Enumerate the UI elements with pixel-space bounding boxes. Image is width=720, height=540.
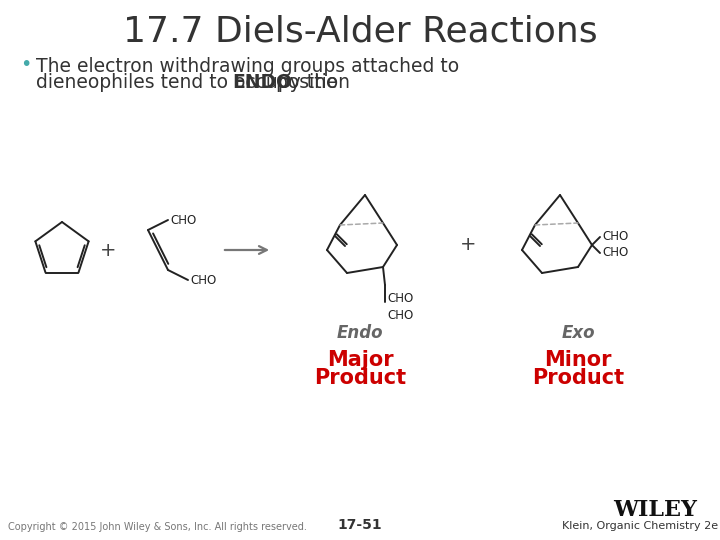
Text: WILEY: WILEY <box>613 499 697 521</box>
Text: CHO: CHO <box>602 231 629 244</box>
Text: The electron withdrawing groups attached to: The electron withdrawing groups attached… <box>36 57 459 77</box>
Text: Klein, Organic Chemistry 2e: Klein, Organic Chemistry 2e <box>562 521 718 531</box>
Text: position: position <box>270 72 350 91</box>
Text: CHO: CHO <box>170 213 197 226</box>
Text: Product: Product <box>314 368 406 388</box>
Text: +: + <box>100 240 116 260</box>
Text: dieneophiles tend to occupy the: dieneophiles tend to occupy the <box>36 72 343 91</box>
Text: CHO: CHO <box>190 273 216 287</box>
Text: ENDO: ENDO <box>232 72 292 91</box>
Text: CHO: CHO <box>387 309 413 322</box>
Text: 17-51: 17-51 <box>338 518 382 532</box>
Text: CHO: CHO <box>602 246 629 260</box>
Text: Major: Major <box>327 350 393 370</box>
Text: Minor: Minor <box>544 350 612 370</box>
Text: Product: Product <box>532 368 624 388</box>
Text: Copyright © 2015 John Wiley & Sons, Inc. All rights reserved.: Copyright © 2015 John Wiley & Sons, Inc.… <box>8 522 307 532</box>
Text: CHO: CHO <box>387 292 413 305</box>
Text: Endo: Endo <box>337 324 383 342</box>
Text: Exo: Exo <box>562 324 595 342</box>
Text: 17.7 Diels-Alder Reactions: 17.7 Diels-Alder Reactions <box>122 15 598 49</box>
Text: •: • <box>20 56 32 75</box>
Text: +: + <box>460 235 476 254</box>
